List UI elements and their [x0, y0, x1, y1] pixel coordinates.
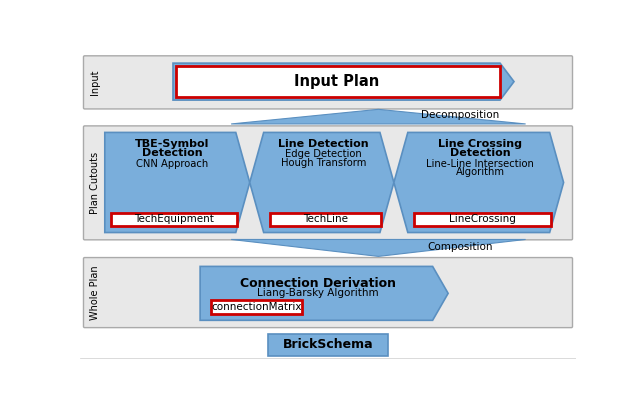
Text: TechLine: TechLine	[303, 214, 348, 224]
Polygon shape	[231, 109, 525, 124]
Polygon shape	[105, 133, 250, 233]
Text: Whole Plan: Whole Plan	[90, 265, 100, 320]
Bar	[414, 213, 551, 226]
Bar	[111, 213, 237, 226]
Text: Decomposition: Decomposition	[420, 111, 499, 121]
Bar	[211, 300, 303, 314]
Text: Connection Derivation: Connection Derivation	[240, 277, 396, 290]
Text: connectionMatrix: connectionMatrix	[211, 302, 302, 312]
Polygon shape	[173, 63, 514, 100]
Polygon shape	[200, 266, 448, 320]
Polygon shape	[394, 133, 564, 233]
Text: Input: Input	[90, 70, 100, 95]
Text: LineCrossing: LineCrossing	[449, 214, 516, 224]
Text: Composition: Composition	[427, 242, 493, 252]
Text: TechEquipment: TechEquipment	[134, 214, 214, 224]
FancyBboxPatch shape	[83, 258, 573, 328]
Text: Detection: Detection	[141, 148, 202, 158]
Bar	[270, 213, 381, 226]
FancyBboxPatch shape	[83, 56, 573, 109]
Text: Line Detection: Line Detection	[278, 138, 369, 148]
Text: CNN Approach: CNN Approach	[136, 158, 208, 168]
Text: Edge Detection: Edge Detection	[285, 149, 362, 159]
FancyBboxPatch shape	[83, 126, 573, 240]
Text: Plan Cutouts: Plan Cutouts	[90, 152, 100, 214]
Polygon shape	[250, 133, 394, 233]
Text: Line-Line Intersection: Line-Line Intersection	[426, 158, 534, 168]
Bar	[176, 66, 500, 97]
Text: Hough Transform: Hough Transform	[281, 158, 366, 168]
Text: Line Crossing: Line Crossing	[438, 138, 522, 148]
Bar	[268, 334, 388, 356]
Text: Input Plan: Input Plan	[294, 74, 379, 89]
Text: BrickSchema: BrickSchema	[283, 339, 373, 352]
Text: TBE-Symbol: TBE-Symbol	[134, 138, 209, 148]
Text: Algorithm: Algorithm	[456, 167, 505, 177]
Text: Liang-Barsky Algorithm: Liang-Barsky Algorithm	[257, 288, 379, 298]
Text: Detection: Detection	[450, 148, 511, 158]
Polygon shape	[231, 239, 525, 256]
